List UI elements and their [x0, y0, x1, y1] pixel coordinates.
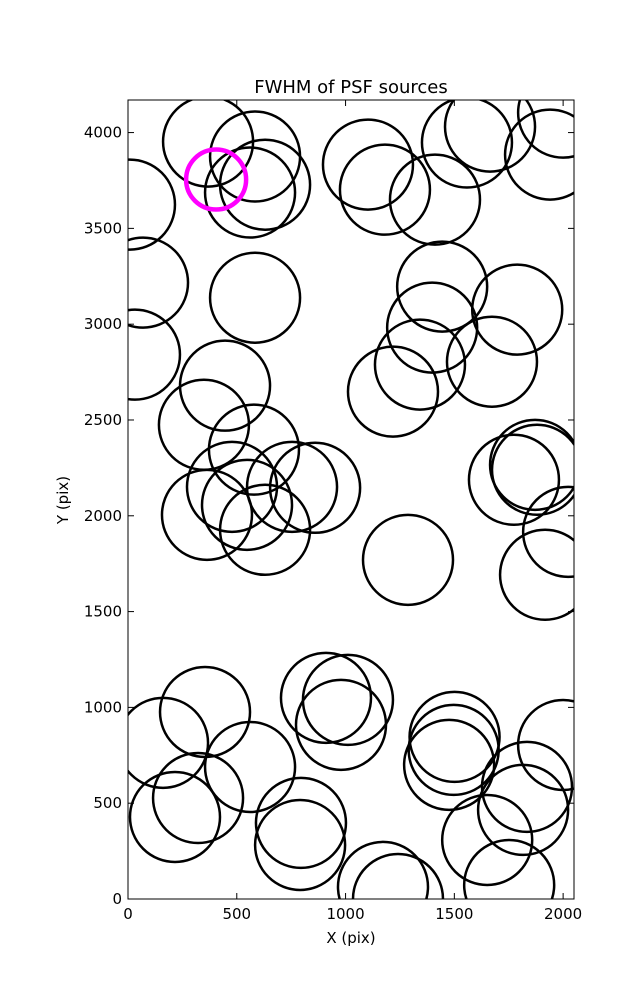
source-circle: [388, 153, 482, 246]
source-circle: [200, 458, 294, 552]
source-circle: [420, 100, 514, 189]
source-circle: [208, 251, 302, 344]
x-tick-label: 500: [222, 905, 251, 923]
source-circle: [128, 308, 182, 401]
source-circle: [346, 345, 440, 438]
y-axis-label: Y (pix): [54, 476, 72, 525]
source-circle: [498, 528, 574, 622]
source-circle: [338, 143, 432, 236]
source-circle: [254, 776, 348, 870]
source-circle: [503, 108, 574, 201]
source-circle: [245, 440, 339, 534]
source-circle: [203, 146, 297, 239]
source-circle: [294, 678, 388, 772]
plot-area: [128, 100, 574, 899]
source-circle: [203, 720, 297, 814]
x-tick-label: 0: [123, 905, 133, 923]
y-tick-label: 2500: [84, 411, 122, 429]
source-circle: [160, 468, 254, 562]
y-tick-label: 1500: [84, 603, 122, 621]
y-tick-label: 0: [112, 890, 122, 908]
source-circle: [373, 318, 467, 411]
source-circle: [268, 441, 362, 535]
source-circle: [488, 418, 574, 512]
source-circle: [402, 718, 496, 812]
y-tick-label: 3500: [84, 219, 122, 237]
source-circle: [480, 740, 574, 834]
source-circle: [207, 403, 301, 496]
source-circle: [440, 793, 534, 887]
source-circle: [218, 483, 312, 577]
chart-title: FWHM of PSF sources: [254, 77, 448, 98]
x-axis-label: X (pix): [326, 929, 375, 947]
source-circle: [395, 240, 489, 333]
source-circle: [128, 236, 190, 329]
source-circle: [462, 838, 556, 899]
highlight-circle: [183, 147, 249, 212]
source-circle: [516, 100, 574, 159]
source-circle: [490, 423, 574, 517]
source-circle: [361, 513, 455, 607]
source-circle: [470, 263, 564, 356]
source-circle: [128, 770, 222, 864]
y-tick-label: 4000: [84, 124, 122, 142]
y-tick-label: 500: [93, 794, 122, 812]
source-circle: [279, 651, 373, 745]
y-tick-label: 3000: [84, 315, 122, 333]
source-circle: [321, 118, 415, 211]
source-circle: [445, 315, 539, 408]
source-circle: [218, 138, 312, 231]
x-tick-label: 1000: [326, 905, 364, 923]
source-circle: [351, 852, 445, 899]
source-circle: [521, 485, 574, 579]
source-circle: [407, 703, 500, 797]
plot-frame: [127, 99, 575, 900]
source-circle: [128, 158, 177, 251]
source-circle: [516, 698, 574, 792]
source-circle: [467, 433, 561, 527]
x-tick-label: 1500: [435, 905, 473, 923]
y-tick-label: 1000: [84, 698, 122, 716]
source-circle: [253, 798, 347, 892]
source-circle: [151, 751, 245, 845]
source-circle: [443, 100, 537, 173]
source-circle: [128, 696, 210, 790]
y-tick-label: 2000: [84, 507, 122, 525]
source-circle: [336, 840, 430, 899]
x-tick-label: 2000: [544, 905, 582, 923]
